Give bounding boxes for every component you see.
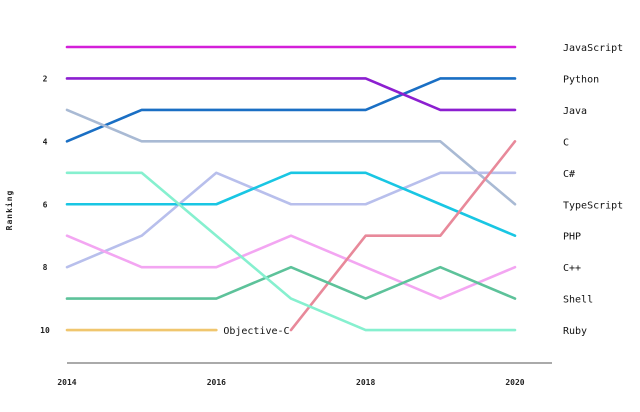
- y-tick-label: 6: [43, 200, 48, 209]
- series-label-java: Java: [563, 106, 587, 117]
- series-line-ruby: [65, 171, 517, 332]
- annotation-label: Objective-C: [223, 326, 289, 337]
- y-tick-label: 2: [43, 74, 48, 83]
- annotation-group: Objective-C: [223, 326, 289, 337]
- series-line-python: [65, 77, 517, 143]
- y-tick-label: 4: [43, 137, 48, 146]
- y-tick-labels: 2 4 6 8 10: [40, 74, 50, 335]
- x-tick-labels: 2014 2016 2018 2020: [57, 378, 524, 387]
- y-tick-label: 10: [40, 326, 50, 335]
- series-label-cplusplus: C++: [563, 263, 581, 274]
- axes: [67, 362, 552, 364]
- series-line-c: [289, 140, 517, 332]
- series-label-csharp: C#: [563, 169, 575, 180]
- y-tick-label: 8: [43, 263, 48, 272]
- series-line-php: [65, 171, 517, 237]
- series-label-typescript: TypeScript: [563, 200, 623, 211]
- series-line-java: [65, 77, 517, 112]
- series-label-ruby: Ruby: [563, 326, 587, 337]
- series-label-python: Python: [563, 74, 599, 85]
- series-label-c: C: [563, 137, 569, 148]
- x-tick-label: 2018: [356, 378, 375, 387]
- series-line-shell: [65, 265, 517, 300]
- series-label-javascript: JavaScript: [563, 43, 623, 54]
- series-line-cplusplus: [65, 234, 517, 300]
- series-label-shell: Shell: [563, 295, 593, 306]
- series-label-group: JavaScript Python Java TypeScript C# PHP C++ C S…: [563, 43, 623, 337]
- series-lines: [65, 45, 517, 332]
- x-tick-label: 2014: [57, 378, 76, 387]
- x-tick-label: 2020: [505, 378, 524, 387]
- x-tick-label: 2016: [207, 378, 226, 387]
- y-axis-title: Ranking: [4, 190, 14, 231]
- series-label-php: PHP: [563, 232, 581, 243]
- series-line-csharp: [65, 171, 517, 269]
- series-line-typescript: [65, 108, 517, 206]
